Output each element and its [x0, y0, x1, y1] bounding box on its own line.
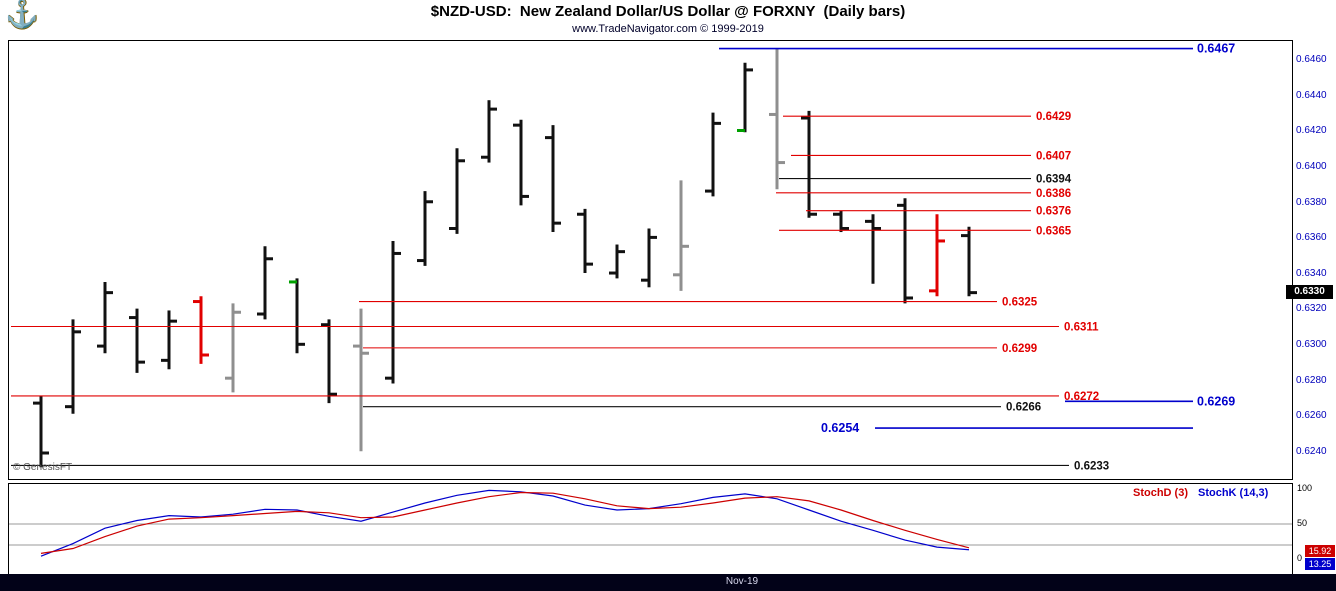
price-tick-label: 0.6320: [1296, 303, 1327, 315]
price-tick-label: 0.6340: [1296, 267, 1327, 279]
genesisft-watermark: © GenesisFT: [13, 462, 73, 473]
level-label: 0.6254: [821, 421, 859, 435]
price-tick-label: 0.6360: [1296, 232, 1327, 244]
level-label: 0.6269: [1197, 394, 1235, 408]
stochk-line: [40, 489, 970, 557]
price-chart-canvas: 0.6467 0.6429 0.6407 0.6394 0.6386 0.6376 0.63…: [11, 42, 1235, 472]
ohlc-bar[interactable]: [929, 214, 945, 297]
ohlc-bar[interactable]: [833, 210, 849, 233]
ohlc-bar[interactable]: [737, 62, 753, 133]
stochastic-panel[interactable]: [8, 483, 1293, 575]
ohlc-bar[interactable]: [577, 208, 593, 274]
ohlc-bar[interactable]: [769, 48, 785, 190]
price-tick-label: 0.6460: [1296, 54, 1327, 65]
ohlc-bar[interactable]: [193, 296, 209, 364]
ohlc-bar[interactable]: [449, 148, 465, 234]
ohlc-bar[interactable]: [801, 110, 817, 218]
stochastic-canvas: [9, 489, 1292, 557]
level-label: 0.6467: [1197, 42, 1235, 56]
price-tick-label: 0.6260: [1296, 410, 1327, 422]
ohlc-bar[interactable]: [673, 180, 689, 291]
ohlc-bar[interactable]: [321, 319, 337, 404]
ohlc-bar[interactable]: [161, 310, 177, 370]
ohlc-bar[interactable]: [545, 125, 561, 233]
level-label: 0.6386: [1036, 188, 1071, 200]
ohlc-bar[interactable]: [897, 198, 913, 304]
price-tick-label: 0.6420: [1296, 125, 1327, 137]
price-tick-label: 0.6380: [1296, 196, 1327, 208]
price-chart-panel[interactable]: 0.6467 0.6429 0.6407 0.6394 0.6386 0.6376 0.63…: [8, 40, 1293, 480]
stoch-tick-label: 100: [1297, 483, 1313, 493]
genesis-anchor-logo-icon: ⚓: [5, 0, 39, 29]
level-label: 0.6272: [1064, 391, 1099, 403]
stoch-tick-label: 50: [1297, 518, 1308, 528]
ohlc-bar[interactable]: [33, 395, 49, 468]
chart-title: $NZD-USD: New Zealand Dollar/US Dollar @…: [430, 3, 906, 20]
ohlc-bar[interactable]: [865, 214, 881, 284]
price-tick-label: 0.6400: [1296, 160, 1327, 172]
time-axis-bar[interactable]: Nov-19: [0, 574, 1336, 591]
level-label: 0.6394: [1036, 174, 1072, 186]
ohlc-bar[interactable]: [641, 228, 657, 288]
level-label: 0.6325: [1002, 297, 1038, 309]
ohlc-bar[interactable]: [385, 240, 401, 384]
ohlc-bar[interactable]: [257, 246, 273, 320]
stochd-legend[interactable]: StochD (3): [1133, 487, 1188, 499]
level-label: 0.6311: [1064, 321, 1099, 333]
stoch-tick-label: 0: [1297, 553, 1303, 563]
stochd-value-badge: 15.92: [1305, 545, 1335, 557]
price-tick-label: 0.6440: [1296, 89, 1327, 101]
date-label: Nov-19: [725, 576, 759, 587]
ohlc-bar[interactable]: [513, 119, 529, 206]
ohlc-bar[interactable]: [289, 278, 305, 354]
price-tick-label: 0.6300: [1296, 339, 1327, 351]
level-label: 0.6233: [1074, 460, 1109, 472]
ohlc-bar[interactable]: [129, 308, 145, 373]
ohlc-bar[interactable]: [65, 319, 81, 414]
ohlc-bar[interactable]: [961, 226, 977, 297]
chart-subtitle: www.TradeNavigator.com © 1999-2019: [572, 23, 764, 35]
ohlc-bar[interactable]: [705, 112, 721, 197]
level-label: 0.6266: [1006, 402, 1041, 414]
ohlc-bar[interactable]: [97, 281, 113, 354]
ohlc-bar[interactable]: [417, 191, 433, 266]
stochk-legend[interactable]: StochK (14,3): [1198, 487, 1269, 499]
ohlc-bar[interactable]: [353, 308, 369, 452]
price-tick-label: 0.6240: [1296, 446, 1327, 457]
level-label: 0.6299: [1002, 343, 1037, 355]
level-label: 0.6407: [1036, 150, 1071, 162]
ohlc-bar[interactable]: [225, 303, 241, 393]
price-tick-label: 0.6280: [1296, 374, 1327, 386]
last-price-badge: 0.6330: [1286, 284, 1333, 299]
stochk-value-badge: 13.25: [1305, 558, 1335, 570]
level-label: 0.6365: [1036, 225, 1072, 237]
level-label: 0.6376: [1036, 206, 1071, 218]
ohlc-bar[interactable]: [609, 244, 625, 279]
ohlc-bar[interactable]: [481, 100, 497, 163]
level-label: 0.6429: [1036, 111, 1071, 123]
stochd-line: [40, 491, 970, 554]
